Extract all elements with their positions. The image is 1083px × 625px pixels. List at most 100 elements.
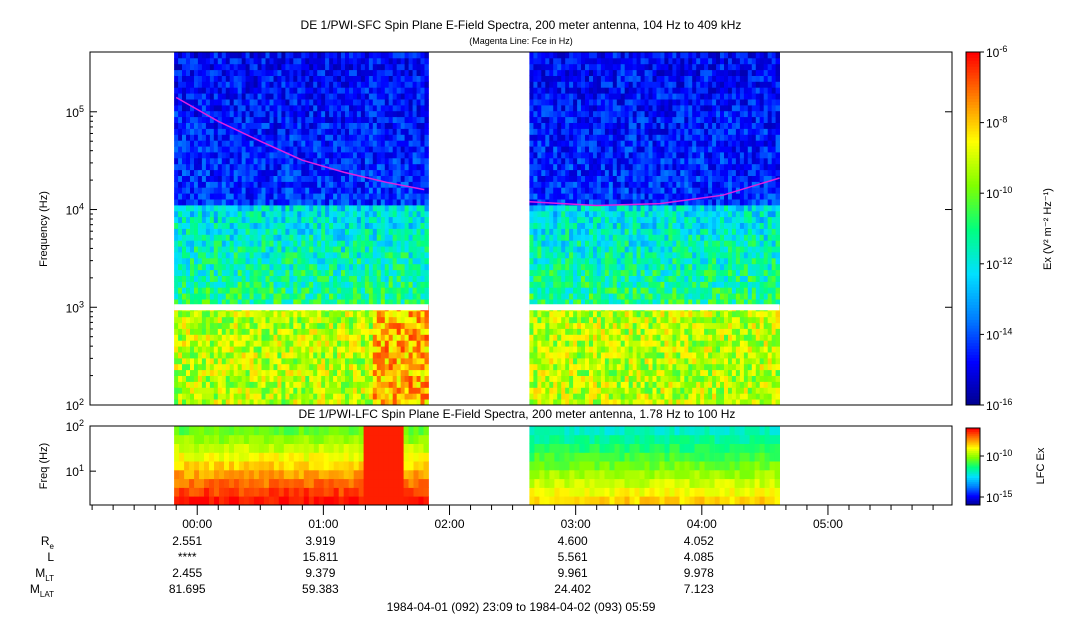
time-tick-label: 00:00 <box>182 517 212 531</box>
sfc-colorbar-cell <box>966 314 980 317</box>
sfc-colorbar-cell <box>966 87 980 90</box>
sfc-colorbar-cell <box>966 129 980 132</box>
sfc-colorbar-tick-label: 10-12 <box>986 256 1012 272</box>
sfc-colorbar-cell <box>966 117 980 120</box>
lfc-colorbar-tick-label: 10-10 <box>986 448 1012 464</box>
sfc-colorbar-cell <box>966 323 980 326</box>
sfc-colorbar-cell <box>966 246 980 249</box>
sfc-y-tick-label: 102 <box>66 397 84 413</box>
sfc-colorbar-cell <box>966 220 980 223</box>
sfc-colorbar-cell <box>966 290 980 293</box>
sfc-colorbar-cell <box>966 240 980 243</box>
ephemeris-value: 15.811 <box>302 550 338 564</box>
ephemeris-value: 7.123 <box>684 582 714 596</box>
sfc-colorbar-cell <box>966 152 980 155</box>
sfc-colorbar-cell <box>966 167 980 170</box>
sfc-colorbar-cell <box>966 123 980 126</box>
sfc-colorbar-cell <box>966 105 980 108</box>
sfc-colorbar-cell <box>966 102 980 105</box>
lfc-data-block-2 <box>529 426 780 505</box>
sfc-colorbar-cell <box>966 217 980 220</box>
sfc-colorbar-cell <box>966 55 980 58</box>
ephemeris-row-label: MLAT <box>30 582 54 599</box>
lfc-colorbar-tick-label: 10-15 <box>986 489 1012 505</box>
sfc-colorbar-cell <box>966 399 980 402</box>
sfc-colorbar-cell <box>966 243 980 246</box>
ephemeris-value: 24.402 <box>554 582 591 596</box>
sfc-colorbar-tick-label: 10-10 <box>986 185 1012 201</box>
lfc-colorbar-label: LFC Ex <box>1035 447 1047 484</box>
sfc-colorbar-cell <box>966 273 980 276</box>
sfc-colorbar-cell <box>966 384 980 387</box>
ephemeris-value: 4.052 <box>684 534 714 548</box>
sfc-colorbar-cell <box>966 352 980 355</box>
ephemeris-value: **** <box>178 550 197 564</box>
sfc-colorbar-cell <box>966 261 980 264</box>
sfc-colorbar-cell <box>966 193 980 196</box>
sfc-y-tick-label: 103 <box>66 299 84 315</box>
sfc-colorbar-tick-label: 10-8 <box>986 115 1007 131</box>
lfc-colorbar: 10-10 10-15 <box>966 428 1012 506</box>
sfc-colorbar-cell <box>966 226 980 229</box>
sfc-colorbar-cell <box>966 134 980 137</box>
time-tick-label: 05:00 <box>813 517 843 531</box>
sfc-colorbar-cell <box>966 81 980 84</box>
sfc-colorbar-cell <box>966 376 980 379</box>
sfc-colorbar-cell <box>966 205 980 208</box>
sfc-colorbar-cell <box>966 120 980 123</box>
sfc-colorbar-cell <box>966 155 980 158</box>
sfc-colorbar-cell <box>966 332 980 335</box>
sfc-colorbar-cell <box>966 343 980 346</box>
sfc-colorbar-cell <box>966 284 980 287</box>
sfc-colorbar-cell <box>966 361 980 364</box>
sfc-colorbar-cell <box>966 237 980 240</box>
sfc-colorbar-cell <box>966 231 980 234</box>
sfc-colorbar-cell <box>966 131 980 134</box>
lfc-data-block-1 <box>174 426 429 505</box>
sfc-colorbar-cell <box>966 96 980 99</box>
sfc-colorbar-cell <box>966 229 980 232</box>
sfc-colorbar-cell <box>966 279 980 282</box>
sfc-colorbar-cell <box>966 143 980 146</box>
sfc-colorbar-cell <box>966 320 980 323</box>
sfc-colorbar-cell <box>966 370 980 373</box>
sfc-colorbar-cell <box>966 326 980 329</box>
ephemeris-value: 2.455 <box>172 566 202 580</box>
sfc-subtitle: (Magenta Line: Fce in Hz) <box>469 36 573 46</box>
sfc-colorbar-cell <box>966 208 980 211</box>
ephemeris-value: 4.085 <box>684 550 714 564</box>
sfc-colorbar-cell <box>966 296 980 299</box>
sfc-colorbar-cell <box>966 199 980 202</box>
sfc-colorbar-cell <box>966 179 980 182</box>
sfc-colorbar-cell <box>966 264 980 267</box>
sfc-colorbar-cell <box>966 358 980 361</box>
sfc-y-tick-label: 105 <box>66 104 84 120</box>
sfc-colorbar-cell <box>966 126 980 129</box>
ephemeris-value: 9.379 <box>305 566 335 580</box>
lfc-y-tick-label: 101 <box>66 463 84 479</box>
sfc-colorbar-cell <box>966 161 980 164</box>
sfc-colorbar-cell <box>966 393 980 396</box>
sfc-y-tick-label: 104 <box>66 202 84 218</box>
sfc-data-block-2 <box>529 52 780 405</box>
sfc-colorbar-cell <box>966 79 980 82</box>
sfc-colorbar-cell <box>966 190 980 193</box>
sfc-colorbar-cell <box>966 73 980 76</box>
sfc-colorbar-cell <box>966 367 980 370</box>
sfc-colorbar-cell <box>966 390 980 393</box>
sfc-colorbar-cell <box>966 76 980 79</box>
sfc-colorbar-cell <box>966 337 980 340</box>
ephemeris-value: 5.561 <box>558 550 588 564</box>
sfc-colorbar-tick-label: 10-6 <box>986 44 1007 60</box>
sfc-colorbar-cell <box>966 70 980 73</box>
sfc-colorbar-cell <box>966 58 980 61</box>
sfc-colorbar-cell <box>966 299 980 302</box>
sfc-colorbar-cell <box>966 355 980 358</box>
lfc-title: DE 1/PWI-LFC Spin Plane E-Field Spectra,… <box>299 407 736 421</box>
sfc-colorbar-cell <box>966 146 980 149</box>
sfc-colorbar-cell <box>966 293 980 296</box>
time-tick-label: 04:00 <box>687 517 717 531</box>
ephemeris-row-label: Re <box>41 534 55 551</box>
